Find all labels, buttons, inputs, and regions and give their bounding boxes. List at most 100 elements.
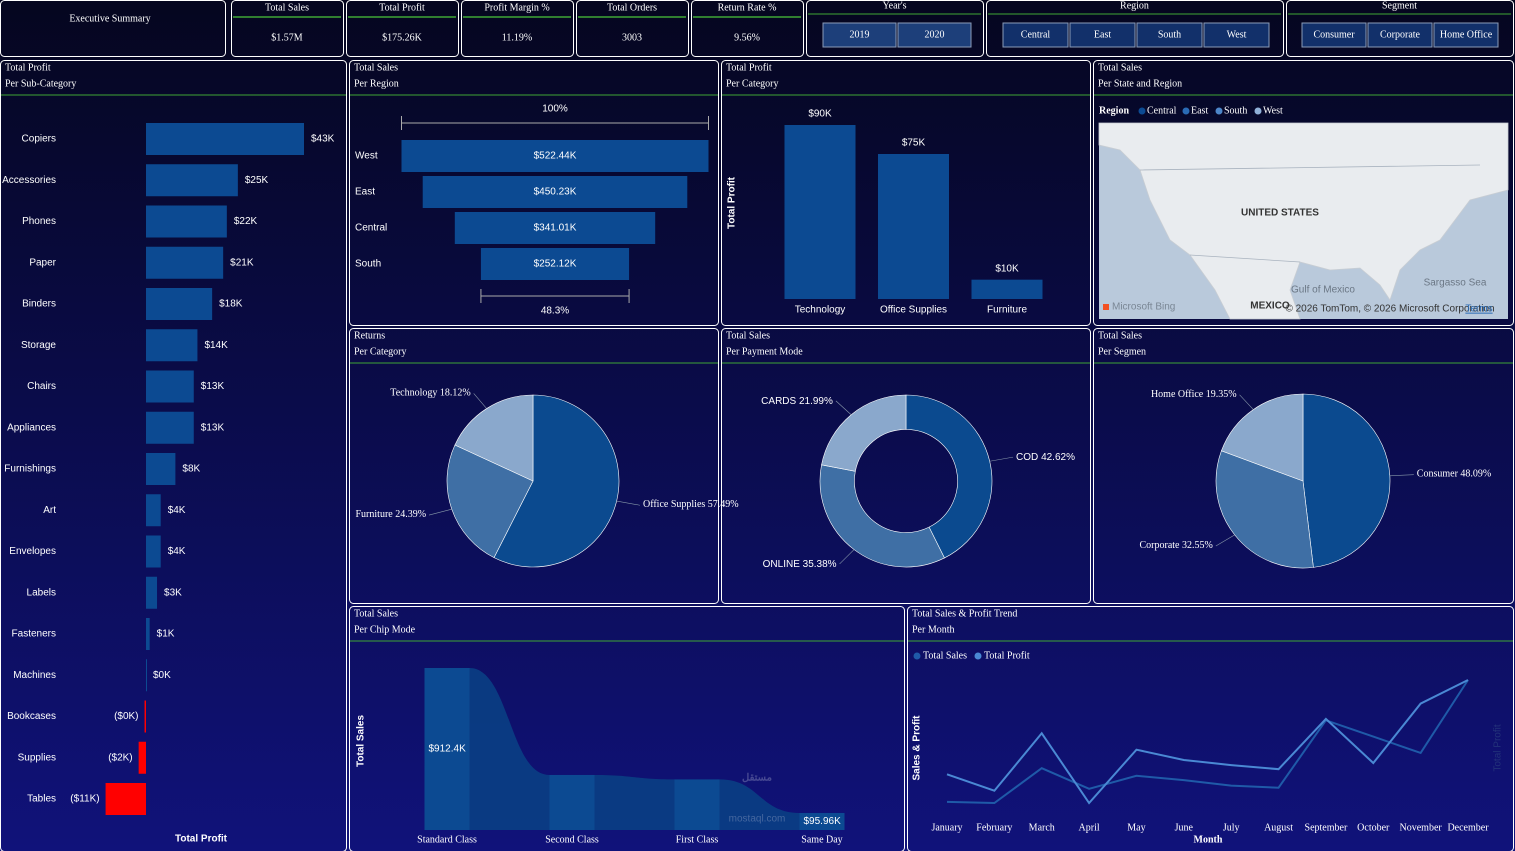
leader-line [835,400,852,415]
category-label: South [355,259,381,270]
x-tick-label: Furniture [987,305,1027,316]
value-label: $8K [182,464,200,475]
panel-title: Total Profit [726,62,772,73]
panel-subtitle: Per State and Region [1098,78,1182,89]
category-label: East [355,187,375,198]
category-label: Bookcases [7,711,56,722]
bar [146,164,238,197]
category-label: Envelopes [9,546,56,557]
slicer-button[interactable] [1433,22,1499,48]
value-label: $13K [201,381,225,392]
x-tick-label: April [1079,822,1100,833]
panel-subtitle: Per Sub-Category [5,78,76,89]
watermark: mostaql.com [729,814,786,825]
x-tick-label: June [1175,822,1194,833]
bar [146,618,150,650]
slicer-button[interactable] [1203,22,1270,48]
x-tick-label: Technology [795,305,846,316]
x-tick-label: Office Supplies [880,305,947,316]
value-label: $75K [902,138,926,149]
kpi-card [576,0,689,57]
category-label: Chairs [27,381,56,392]
kpi-value: 11.19% [502,32,532,43]
legend-label: Total Sales [923,650,967,661]
value-label: $13K [201,422,225,433]
x-tick-label: February [976,822,1012,833]
slice-label: Consumer 48.09% [1417,469,1491,480]
slice-value: 18.12% [440,388,471,399]
legend-label: West [1263,105,1283,116]
x-tick-label: Same Day [801,834,842,845]
bing-logo [1103,304,1109,310]
category-label: Storage [21,340,56,351]
slicer-box [986,0,1284,57]
value-label: $21K [230,257,254,268]
slicer-button[interactable] [1136,22,1203,48]
ribbon-column [549,774,595,830]
slicer-button[interactable] [1069,22,1136,48]
pie-slice [1302,393,1391,568]
slicer-button[interactable] [1301,22,1367,48]
x-tick-label: September [1305,822,1348,833]
slicer-item: 2020 [925,29,945,40]
map-provider: Microsoft Bing [1112,302,1175,313]
slicer-button[interactable] [1002,22,1069,48]
kpi-value: $1.57M [271,32,303,43]
value-label: ($11K) [70,794,99,805]
kpi-label: Return Rate % [718,2,777,13]
panel-title: Total Sales & Profit Trend [912,608,1017,619]
bar [138,741,146,774]
category-label: Machines [13,670,56,681]
legend-marker [1182,107,1190,115]
y2-axis-label: Total Profit [1493,724,1504,771]
title-box [0,0,226,57]
kpi-card [231,0,344,57]
panel-subtitle: Per Payment Mode [726,346,803,357]
map-terms[interactable]: Terms [1465,304,1492,315]
x-tick-label: January [931,822,962,833]
kpi-value: 3003 [622,32,642,43]
panel [0,60,347,851]
panel-subtitle: Per Category [354,346,407,357]
map-label: Gulf of Mexico [1291,285,1355,296]
x-tick-label: July [1223,822,1240,833]
conversion-label: 100% [542,104,568,115]
leader-line [989,456,1014,462]
slicer-item: Central [1021,29,1051,40]
panel-subtitle: Per Segmen [1098,346,1146,357]
value-label: ($0K) [114,711,138,722]
kpi-label: Total Profit [379,2,425,13]
category-label: Accessories [2,175,56,186]
category-label: Central [355,223,387,234]
panel-title: Total Sales [354,62,398,73]
slicer-box [806,0,984,57]
line-series [946,679,1469,805]
panel-title: Total Sales [1098,62,1142,73]
slice-label: COD 42.62% [1016,452,1075,463]
donut-slice [821,394,907,472]
x-tick-label: October [1357,822,1390,833]
slicer-button[interactable] [822,22,897,48]
x-tick-label: November [1400,822,1443,833]
x-tick-label: March [1029,822,1055,833]
value-label: $18K [219,299,243,310]
ribbon-column [799,812,845,830]
slicer-button[interactable] [897,22,972,48]
slice-label: ONLINE 35.38% [763,559,837,570]
value-label: $14K [204,340,228,351]
value-label: $25K [245,175,269,186]
leader-line [429,508,452,516]
bar [878,154,949,299]
pie-slice [454,394,534,482]
slicer-button[interactable] [1367,22,1433,48]
panel [349,328,719,604]
funnel-bar [480,248,630,280]
value-label: $912.4K [429,744,467,755]
slice-category: Technology [390,388,437,399]
value-label: $43K [311,134,335,145]
value-label: $1K [157,629,175,640]
bar [146,659,147,692]
bar [146,205,227,238]
